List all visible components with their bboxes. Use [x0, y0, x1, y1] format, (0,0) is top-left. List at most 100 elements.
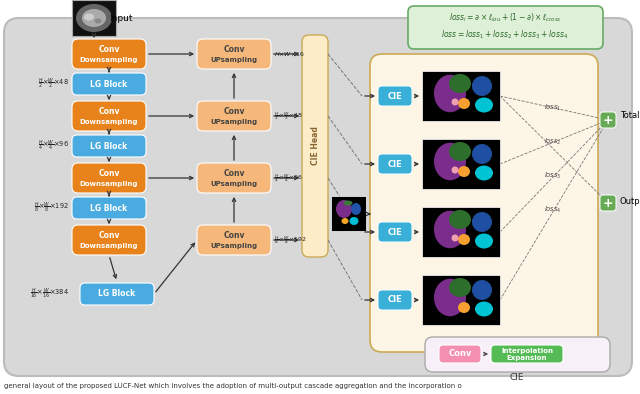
FancyBboxPatch shape	[422, 71, 500, 121]
FancyBboxPatch shape	[197, 163, 271, 193]
Text: $loss_1$: $loss_1$	[545, 103, 562, 113]
Text: CIE: CIE	[388, 227, 403, 236]
FancyBboxPatch shape	[408, 6, 603, 49]
FancyBboxPatch shape	[378, 154, 412, 174]
FancyBboxPatch shape	[378, 222, 412, 242]
Text: LG Block: LG Block	[90, 203, 127, 212]
Text: +: +	[603, 197, 613, 210]
Text: Conv: Conv	[448, 349, 472, 359]
Ellipse shape	[84, 13, 94, 20]
Ellipse shape	[472, 212, 492, 232]
Ellipse shape	[472, 144, 492, 164]
Text: $\frac{H}{8}{\times}\frac{W}{8}{\times}192$: $\frac{H}{8}{\times}\frac{W}{8}{\times}1…	[35, 201, 69, 215]
Text: $loss_2$: $loss_2$	[545, 137, 562, 147]
Text: CIE Head: CIE Head	[310, 126, 319, 165]
Ellipse shape	[458, 234, 470, 245]
Text: $\frac{H}{4}{\times}\frac{W}{4}{\times}96$: $\frac{H}{4}{\times}\frac{W}{4}{\times}9…	[274, 172, 303, 184]
Text: Conv: Conv	[223, 169, 244, 178]
FancyBboxPatch shape	[72, 101, 146, 131]
FancyBboxPatch shape	[302, 35, 328, 257]
Ellipse shape	[475, 301, 493, 316]
Text: CIE: CIE	[388, 160, 403, 169]
Text: $loss_3$: $loss_3$	[545, 171, 562, 181]
FancyBboxPatch shape	[72, 73, 146, 95]
Text: Conv: Conv	[223, 230, 244, 240]
Ellipse shape	[458, 98, 470, 109]
Ellipse shape	[434, 279, 466, 316]
Text: Total Loss: Total Loss	[620, 110, 640, 119]
Text: +: +	[603, 113, 613, 126]
FancyBboxPatch shape	[422, 275, 500, 325]
Text: CIE: CIE	[388, 91, 403, 100]
Text: UPsampling: UPsampling	[211, 119, 257, 125]
Ellipse shape	[449, 142, 471, 161]
FancyBboxPatch shape	[370, 54, 598, 352]
Ellipse shape	[342, 218, 349, 224]
Text: $\frac{H}{2}{\times}\frac{W}{2}{\times}48$: $\frac{H}{2}{\times}\frac{W}{2}{\times}4…	[38, 77, 69, 91]
FancyBboxPatch shape	[72, 163, 146, 193]
FancyBboxPatch shape	[80, 283, 154, 305]
Text: Conv: Conv	[223, 106, 244, 115]
FancyBboxPatch shape	[422, 207, 500, 257]
Ellipse shape	[82, 9, 106, 27]
Text: Downsampling: Downsampling	[80, 57, 138, 63]
FancyBboxPatch shape	[378, 290, 412, 310]
FancyBboxPatch shape	[600, 195, 616, 211]
Ellipse shape	[475, 234, 493, 249]
Text: Conv: Conv	[99, 45, 120, 54]
Text: UPsampling: UPsampling	[211, 243, 257, 249]
Ellipse shape	[451, 234, 458, 242]
Ellipse shape	[449, 74, 471, 93]
Text: CIE: CIE	[509, 374, 524, 383]
FancyBboxPatch shape	[72, 197, 146, 219]
FancyBboxPatch shape	[72, 225, 146, 255]
Ellipse shape	[472, 280, 492, 300]
Text: Downsampling: Downsampling	[80, 119, 138, 125]
Ellipse shape	[349, 217, 358, 225]
Ellipse shape	[344, 201, 353, 206]
Ellipse shape	[434, 143, 466, 180]
Ellipse shape	[458, 166, 470, 177]
Text: Conv: Conv	[99, 169, 120, 178]
Text: Downsampling: Downsampling	[80, 243, 138, 249]
Text: LG Block: LG Block	[90, 141, 127, 151]
Ellipse shape	[475, 97, 493, 113]
FancyBboxPatch shape	[331, 196, 366, 231]
Ellipse shape	[434, 75, 466, 112]
Text: Downsampling: Downsampling	[80, 181, 138, 187]
FancyBboxPatch shape	[378, 86, 412, 106]
Text: general layout of the proposed LUCF-Net which involves the adoption of multi-out: general layout of the proposed LUCF-Net …	[4, 383, 461, 389]
Text: $\frac{H}{4}{\times}\frac{W}{4}{\times}96$: $\frac{H}{4}{\times}\frac{W}{4}{\times}9…	[38, 139, 69, 153]
FancyBboxPatch shape	[491, 345, 563, 363]
Ellipse shape	[336, 200, 352, 218]
Text: UPsampling: UPsampling	[211, 181, 257, 187]
FancyBboxPatch shape	[72, 39, 146, 69]
Text: $H{\times}W{\times}16$: $H{\times}W{\times}16$	[274, 50, 305, 58]
Ellipse shape	[351, 203, 361, 215]
FancyBboxPatch shape	[439, 345, 481, 363]
Text: Interpolation: Interpolation	[501, 348, 553, 354]
Ellipse shape	[472, 76, 492, 96]
Ellipse shape	[76, 4, 112, 32]
Text: $loss_{i} = \partial \times \ell_{iou} + (1-\partial) \times \ell_{cross}$: $loss_{i} = \partial \times \ell_{iou} +…	[449, 12, 561, 24]
Ellipse shape	[95, 19, 102, 24]
Ellipse shape	[458, 302, 470, 313]
Text: Conv: Conv	[99, 230, 120, 240]
Text: $\frac{H}{8}{\times}\frac{W}{8}{\times}192$: $\frac{H}{8}{\times}\frac{W}{8}{\times}1…	[274, 234, 307, 246]
Text: $\frac{H}{16}{\times}\frac{W}{16}{\times}384$: $\frac{H}{16}{\times}\frac{W}{16}{\times…	[30, 287, 69, 301]
FancyBboxPatch shape	[425, 337, 610, 372]
FancyBboxPatch shape	[600, 112, 616, 128]
FancyBboxPatch shape	[197, 101, 271, 131]
Text: UPsampling: UPsampling	[211, 57, 257, 63]
FancyBboxPatch shape	[4, 18, 632, 376]
FancyBboxPatch shape	[72, 135, 146, 157]
Text: CIE: CIE	[388, 296, 403, 305]
Text: Output: Output	[620, 197, 640, 206]
FancyBboxPatch shape	[72, 0, 116, 36]
Text: $\frac{H}{2}{\times}\frac{W}{2}{\times}48$: $\frac{H}{2}{\times}\frac{W}{2}{\times}4…	[274, 110, 303, 122]
Text: Input: Input	[109, 13, 132, 22]
Ellipse shape	[475, 165, 493, 180]
Text: Conv: Conv	[99, 106, 120, 115]
Ellipse shape	[451, 167, 458, 173]
Ellipse shape	[451, 98, 458, 106]
